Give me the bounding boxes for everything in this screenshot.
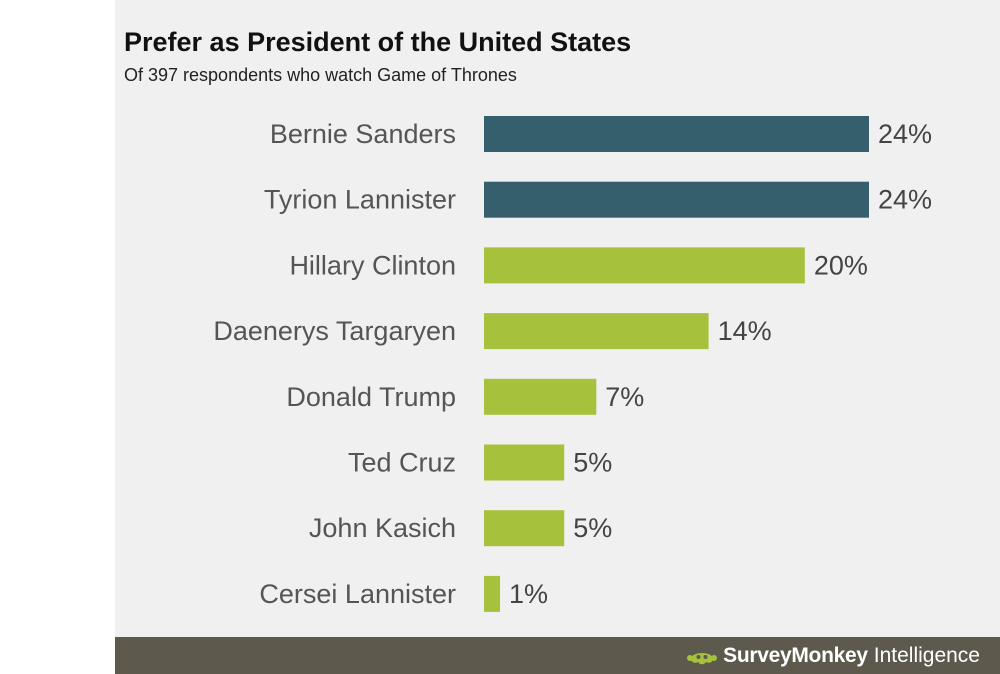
category-label: Daenerys Targaryen <box>213 316 456 346</box>
bar <box>484 247 805 284</box>
footer-bar: SurveyMonkey Intelligence <box>115 637 1000 674</box>
brand-subname: Intelligence <box>873 644 980 667</box>
category-label: Hillary Clinton <box>289 250 456 280</box>
category-label: John Kasich <box>309 513 456 543</box>
value-label: 24% <box>878 185 932 215</box>
category-label: Ted Cruz <box>348 448 456 478</box>
value-label: 1% <box>509 579 548 609</box>
category-label: Tyrion Lannister <box>264 185 456 215</box>
bar <box>484 575 501 612</box>
chart-title: Prefer as President of the United States <box>124 27 632 57</box>
category-label: Cersei Lannister <box>259 579 456 609</box>
category-label: Donald Trump <box>286 382 456 412</box>
brand-name: SurveyMonkey <box>723 644 868 667</box>
value-label: 5% <box>573 513 612 543</box>
bar <box>484 444 565 481</box>
bar <box>484 510 565 547</box>
category-label: Bernie Sanders <box>270 119 456 149</box>
brand-logo: SurveyMonkey Intelligence <box>687 641 980 671</box>
chart-subtitle: Of 397 respondents who watch Game of Thr… <box>124 65 517 85</box>
value-label: 24% <box>878 119 932 149</box>
bar <box>484 313 709 350</box>
bar <box>484 181 869 218</box>
bar <box>484 378 597 415</box>
bar-chart: Bernie Sanders 24% Tyrion Lannister 24% Hill… <box>213 116 932 612</box>
value-label: 5% <box>573 448 612 478</box>
value-label: 14% <box>718 316 772 346</box>
bar <box>484 116 869 152</box>
value-label: 20% <box>814 250 868 280</box>
value-label: 7% <box>605 382 644 412</box>
surveymonkey-logo-icon <box>687 653 718 665</box>
